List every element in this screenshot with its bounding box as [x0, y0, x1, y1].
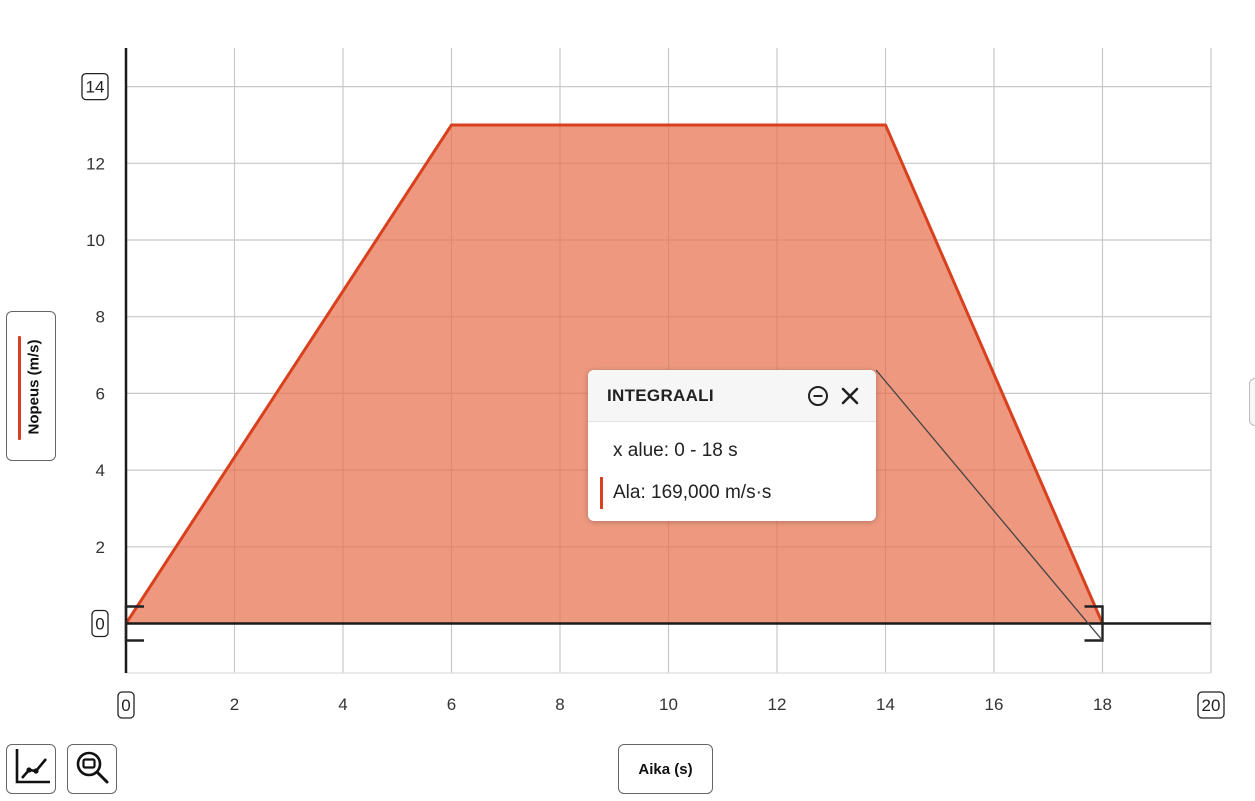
x-tick-label: 16: [985, 695, 1004, 714]
y-tick-label: 6: [96, 384, 105, 403]
x-axis-label: Aika (s): [638, 760, 693, 778]
integral-range: x alue: 0 - 18 s: [613, 440, 738, 461]
x-tick-label: 18: [1093, 695, 1112, 714]
y-max-bound-text: 14: [86, 78, 105, 97]
side-panel-toggle[interactable]: [1249, 378, 1255, 426]
x-tick-label: 6: [447, 695, 456, 714]
x-min-bound[interactable]: 0: [117, 691, 135, 719]
x-min-bound-text: 0: [121, 696, 130, 715]
x-tick-label: 2: [230, 695, 239, 714]
tick-labels: 2 4 6 8 10 12 14 16 18 2 4 6 8 10 12 0 20 14 0: [81, 72, 1225, 719]
integral-markers[interactable]: [124, 605, 1104, 642]
x-min-bound-box: [117, 691, 135, 719]
y-tick-label: 10: [86, 231, 105, 250]
zoom-button[interactable]: [67, 744, 117, 794]
integral-area: Ala: 169,000 m/s·s: [613, 482, 772, 503]
y-axis-label: Nopeus (m/s): [25, 339, 43, 435]
y-tick-label: 2: [96, 538, 105, 557]
x-max-bound-text: 20: [1202, 696, 1221, 715]
y-tick-label: 12: [86, 154, 105, 173]
y-axis-label-button[interactable]: Nopeus (m/s): [6, 311, 56, 461]
y-tick-label: 4: [96, 461, 105, 480]
x-tick-label: 10: [659, 695, 678, 714]
popup-leader-line: [875, 369, 1103, 641]
x-tick-label: 4: [338, 695, 347, 714]
minus-circle-icon[interactable]: [806, 384, 830, 408]
x-axis-label-button[interactable]: Aika (s): [618, 744, 713, 794]
line-chart-icon: [10, 746, 52, 793]
series-line: [124, 123, 1104, 625]
x-tick-label: 12: [768, 695, 787, 714]
axes: [124, 48, 1211, 673]
x-max-bound-box: [1197, 691, 1225, 719]
y-min-bound-text: 0: [95, 615, 104, 634]
series-color-indicator: [600, 477, 603, 509]
integral-start-marker[interactable]: [124, 605, 144, 642]
popup-header: INTEGRAALI: [588, 370, 876, 422]
x-tick-label: 14: [876, 695, 895, 714]
x-tick-label: 8: [555, 695, 564, 714]
x-max-bound[interactable]: 20: [1197, 691, 1225, 719]
popup-title: INTEGRAALI: [607, 386, 714, 405]
zoom-icon: [72, 747, 112, 792]
y-max-bound-box: [81, 72, 109, 101]
y-tick-label: 8: [96, 308, 105, 327]
close-icon[interactable]: [838, 384, 862, 408]
integral-popup: INTEGRAALI x alue: 0 - 18 s Ala: 169,000…: [588, 370, 876, 521]
graph-tool-button[interactable]: [6, 744, 56, 794]
y-min-bound[interactable]: 0: [91, 609, 109, 638]
y-max-bound[interactable]: 14: [81, 72, 109, 101]
integral-end-marker-shape: [1084, 605, 1104, 642]
series-color-indicator: [18, 336, 21, 440]
integral-start-marker-shape: [124, 605, 144, 642]
y-min-bound-box: [91, 609, 109, 638]
integral-end-marker[interactable]: [1084, 605, 1104, 642]
